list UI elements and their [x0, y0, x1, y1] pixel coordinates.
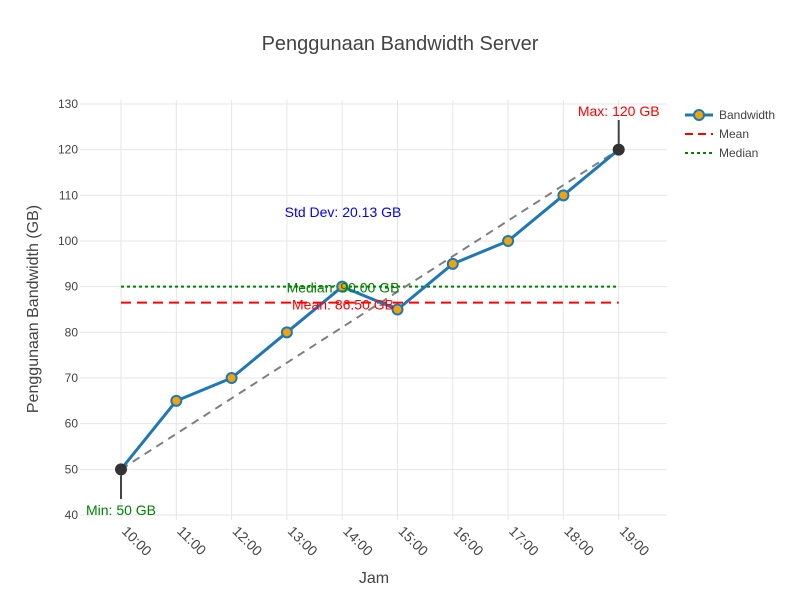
chart-title: Penggunaan Bandwidth Server [262, 33, 539, 55]
x-tick-label: 12:00 [229, 523, 265, 559]
median-annotation: Median: 90.00 GB [287, 280, 400, 296]
legend[interactable]: Bandwidth Mean Median [685, 108, 775, 160]
reference-lines [120, 148, 620, 471]
data-point[interactable] [115, 463, 127, 476]
annotations: Max: 120 GB Min: 50 GB Std Dev: 20.13 GB Me… [86, 103, 660, 518]
data-point[interactable] [391, 303, 404, 316]
legend-item-mean[interactable]: Mean [685, 127, 749, 141]
data-point[interactable] [502, 235, 515, 247]
y-axis-title: Penggunaan Bandwidth (GB) [25, 205, 42, 413]
y-tick-label: 120 [58, 143, 78, 157]
data-point[interactable] [612, 143, 625, 156]
y-tick-label: 70 [65, 371, 79, 385]
x-axis-title: Jam [359, 570, 389, 587]
data-point[interactable] [446, 257, 459, 270]
trend-line [120, 148, 620, 471]
data-point[interactable] [170, 394, 183, 407]
min-annotation: Min: 50 GB [86, 502, 156, 518]
x-tick-label: 10:00 [119, 523, 155, 559]
legend-item-bandwidth[interactable]: Bandwidth [685, 108, 775, 122]
y-tick-label: 130 [58, 97, 78, 111]
y-tick-label: 90 [65, 280, 79, 294]
max-annotation: Max: 120 GB [578, 103, 660, 119]
y-tick-label: 40 [65, 508, 79, 522]
series-line [119, 148, 620, 471]
y-tick-label: 80 [65, 325, 79, 339]
legend-label: Bandwidth [719, 108, 775, 122]
data-point[interactable] [336, 280, 349, 293]
y-tick-label: 110 [59, 188, 78, 202]
data-point[interactable] [557, 189, 570, 202]
series [115, 143, 625, 476]
x-tick-label: 11:00 [174, 523, 210, 559]
x-tick-label: 18:00 [561, 523, 597, 559]
x-tick-label: 19:00 [617, 523, 653, 559]
data-point[interactable] [280, 326, 293, 339]
x-tick-label: 16:00 [451, 523, 487, 559]
std-dev-annotation: Std Dev: 20.13 GB [285, 204, 402, 220]
x-tick-label: 17:00 [506, 523, 542, 559]
data-point[interactable] [225, 372, 238, 384]
legend-label: Mean [719, 127, 749, 141]
y-tick-label: 50 [65, 462, 79, 476]
legend-swatch-marker [693, 109, 705, 121]
y-tick-label: 60 [65, 417, 79, 431]
legend-item-median[interactable]: Median [685, 146, 758, 160]
y-tick-label: 100 [58, 234, 78, 248]
x-tick-label: 15:00 [395, 523, 431, 559]
mean-annotation: Mean: 86.50 GB [292, 297, 394, 313]
x-tick-label: 14:00 [340, 523, 376, 559]
legend-label: Median [719, 146, 758, 160]
x-tick-label: 13:00 [285, 523, 321, 559]
